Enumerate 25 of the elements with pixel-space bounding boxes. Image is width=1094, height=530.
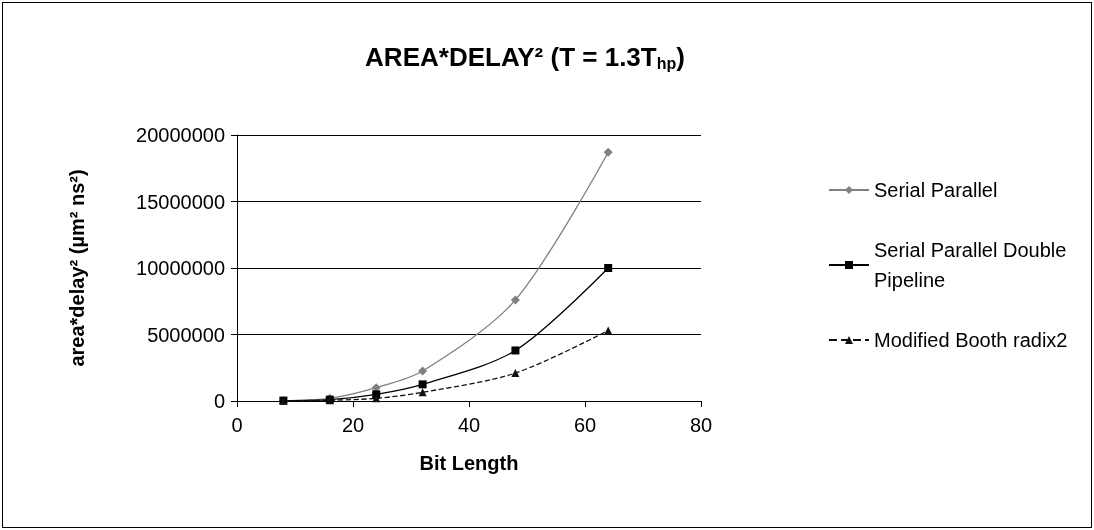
point <box>510 295 520 305</box>
point <box>603 147 613 157</box>
x-tick-label: 40 <box>457 414 481 436</box>
point <box>372 390 381 399</box>
x-axis-title: Bit Length <box>419 452 519 474</box>
y-axis-title: area*delay² (µm² ns²) <box>66 169 88 367</box>
x-tick-label: 80 <box>689 414 713 436</box>
point <box>418 380 427 389</box>
legend-label: Serial Parallel Double Pipeline <box>874 239 1072 291</box>
y-tick-label: 15000000 <box>136 190 225 213</box>
y-tick-label: 20000000 <box>136 124 225 146</box>
y-tick-label: 5000000 <box>147 323 225 346</box>
point <box>511 346 520 355</box>
point <box>604 264 613 272</box>
point <box>604 326 613 335</box>
legend-label: Serial Parallel <box>874 179 998 201</box>
y-tick-label: 0 <box>213 390 225 412</box>
point <box>511 369 520 378</box>
x-tick-label: 20 <box>341 414 365 436</box>
x-tick-label: 60 <box>573 414 597 436</box>
y-tick-label: 10000000 <box>136 257 225 279</box>
chart-title: AREA*DELAY² (T = 1.3Thp) <box>365 42 685 72</box>
point <box>418 366 428 376</box>
x-tick-label: 0 <box>231 414 243 436</box>
legend-label: Modified Booth radix2 <box>874 329 1068 351</box>
